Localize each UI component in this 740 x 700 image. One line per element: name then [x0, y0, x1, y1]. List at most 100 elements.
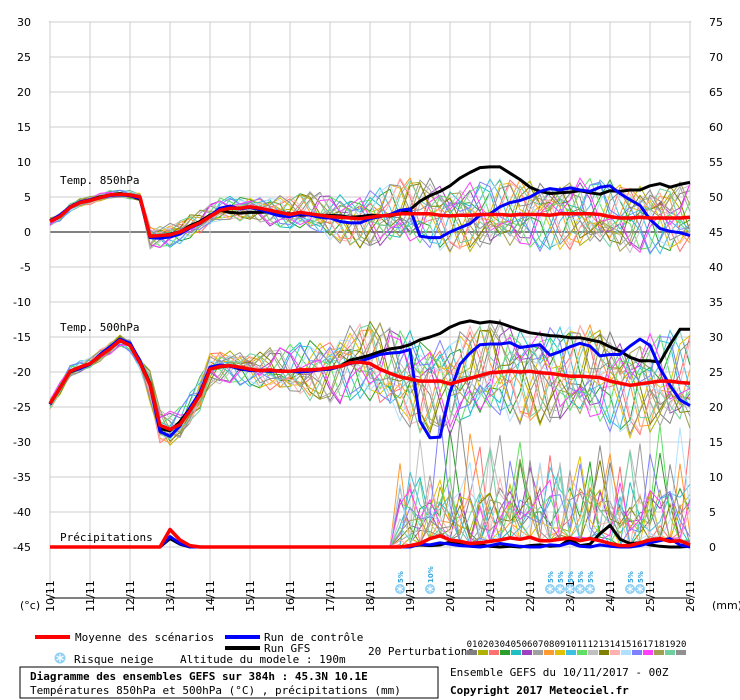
y-right-tick: 0: [709, 541, 716, 554]
perturbation-swatch: [632, 650, 642, 655]
y-left-tick: -35: [13, 471, 31, 484]
x-tick-label: 24/11: [604, 580, 617, 612]
x-tick-label: 14/11: [204, 580, 217, 612]
perturbation-id: 03: [489, 640, 500, 650]
y-right-tick: 65: [709, 86, 723, 99]
footer-title: Diagramme des ensembles GEFS sur 384h : …: [30, 670, 368, 683]
snowflake-arms: [586, 585, 594, 593]
perturbation-swatch: [665, 650, 675, 655]
snow-risk-label: 10%: [427, 566, 435, 583]
y-right-tick: 5: [709, 506, 716, 519]
x-tick-label: 19/11: [404, 580, 417, 612]
y-left-tick: 15: [17, 121, 31, 134]
perturbation-swatch: [654, 650, 664, 655]
snowflake-icon: [565, 584, 575, 594]
perturbation-id: 09: [555, 640, 566, 650]
perturbation-id: 01: [467, 640, 478, 650]
perturbation-swatch: [478, 650, 488, 655]
perturbation-swatch: [522, 650, 532, 655]
perturbation-swatch: [500, 650, 510, 655]
y-left-tick: -20: [13, 366, 31, 379]
legend: Moyenne des scénarios Run de contrôle Ru…: [35, 631, 686, 666]
perturbation-swatch: [621, 650, 631, 655]
axis-ticks: 302520151050-5-10-15-20-25-30-35-40-4575…: [13, 16, 723, 612]
perturbation-swatch: [544, 650, 554, 655]
perturbation-swatch: [676, 650, 686, 655]
snowflake-arms: [546, 585, 554, 593]
perturbation-id: 14: [610, 640, 621, 650]
y-right-tick: 45: [709, 226, 723, 239]
perturbation-id: 11: [577, 640, 588, 650]
snow-risk-label: 5%: [567, 571, 575, 583]
perturbation-id: 07: [533, 640, 544, 650]
x-tick-label: 20/11: [444, 580, 457, 612]
perturbation-t850-11: [49, 177, 691, 250]
snow-risk-label: 5%: [587, 571, 595, 583]
snowflake-arms: [396, 585, 404, 593]
mean-precip-line: [50, 527, 691, 549]
perturbation-id: 18: [654, 640, 665, 650]
y-left-tick: 10: [17, 156, 31, 169]
x-tick-label: 12/11: [124, 580, 137, 612]
x-tick-label: 26/11: [684, 580, 697, 612]
perturbation-id: 10: [566, 640, 577, 650]
perturbation-swatch: [555, 650, 565, 655]
perturbation-swatch: [467, 650, 477, 655]
legend-perturbations-label: 20 Perturbations: [368, 645, 474, 658]
snowflake-icon: [545, 584, 555, 594]
section-label-precip: Précipitations: [60, 531, 153, 544]
perturbation-id: 17: [643, 640, 654, 650]
y-left-tick: -40: [13, 506, 31, 519]
x-tick-label: 10/11: [44, 580, 57, 612]
section-label-t500: Temp. 500hPa: [60, 321, 139, 334]
x-tick-label: 22/11: [524, 580, 537, 612]
y-left-tick: 5: [24, 191, 31, 204]
perturbation-id: 16: [632, 640, 643, 650]
y-left-tick: 30: [17, 16, 31, 29]
y-right-tick: 55: [709, 156, 723, 169]
y-right-tick: 10: [709, 471, 723, 484]
snowflake-icon: [395, 584, 405, 594]
footer-copyright: Copyright 2017 Meteociel.fr: [450, 684, 629, 697]
snowflake-arms: [566, 585, 574, 593]
perturbation-legend: 01 02 03 04 05 06 07 08 09 10 11 12 13 14 15 16 17 18 19 20: [467, 640, 686, 655]
snowflake-icon: [425, 584, 435, 594]
perturbation-id: 06: [522, 640, 533, 650]
y-right-tick: 40: [709, 261, 723, 274]
perturbation-id: 02: [478, 640, 489, 650]
snowflake-arms: [636, 585, 644, 593]
y-left-tick: -25: [13, 401, 31, 414]
y-left-tick: -45: [13, 541, 31, 554]
perturbation-swatch: [588, 650, 598, 655]
snowflake-arms: [626, 585, 634, 593]
main-series-lines: [48, 165, 691, 549]
y-right-tick: 70: [709, 51, 723, 64]
y-left-tick: 20: [17, 86, 31, 99]
legend-gfs-label: Run GFS: [264, 642, 310, 655]
snow-risk-markers: 5% 10% 5% 5% 5% 5% 5% 5% 5%: [395, 566, 645, 594]
perturbation-id: 12: [588, 640, 599, 650]
y-left-tick: 0: [24, 226, 31, 239]
perturbation-swatch: [643, 650, 653, 655]
perturbation-t850-20: [49, 184, 691, 253]
y-left-tick: -10: [13, 296, 31, 309]
legend-snow-label: Risque neige: [74, 653, 153, 666]
y-right-tick: 75: [709, 16, 723, 29]
x-tick-label: 11/11: [84, 580, 97, 612]
perturbation-swatch: [489, 650, 499, 655]
section-label-t850: Temp. 850hPa: [60, 174, 139, 187]
snow-risk-label: 5%: [627, 571, 635, 583]
footer-box: [19, 666, 439, 699]
y-right-tick: 30: [709, 331, 723, 344]
legend-altitude-label: Altitude du modele : 190m: [180, 653, 346, 666]
y-left-tick: -15: [13, 331, 31, 344]
y-right-tick: 25: [709, 366, 723, 379]
x-tick-label: 17/11: [324, 580, 337, 612]
y-left-unit: (°c): [20, 599, 40, 612]
snowflake-icon: [555, 584, 565, 594]
footer-run-info: Ensemble GEFS du 10/11/2017 - 00Z: [450, 666, 669, 679]
y-right-unit: (mm): [712, 599, 740, 612]
x-tick-label: 25/11: [644, 580, 657, 612]
x-tick-label: 21/11: [484, 580, 497, 612]
